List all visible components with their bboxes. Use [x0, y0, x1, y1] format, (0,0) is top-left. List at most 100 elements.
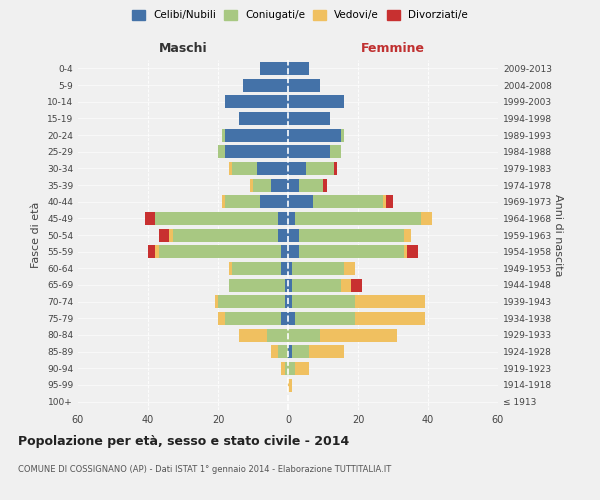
- Bar: [155, 212, 277, 225]
- Bar: [334, 162, 337, 175]
- Bar: [229, 162, 232, 175]
- Bar: [281, 245, 288, 258]
- Bar: [225, 128, 288, 141]
- Bar: [225, 195, 260, 208]
- Bar: [218, 295, 284, 308]
- Bar: [386, 195, 393, 208]
- Bar: [284, 362, 288, 375]
- Bar: [225, 95, 288, 108]
- Text: Maschi: Maschi: [158, 42, 208, 55]
- Bar: [271, 345, 277, 358]
- Bar: [320, 328, 397, 342]
- Bar: [260, 62, 288, 75]
- Bar: [277, 345, 288, 358]
- Bar: [148, 245, 155, 258]
- Bar: [288, 362, 295, 375]
- Bar: [292, 278, 341, 291]
- Bar: [281, 312, 288, 325]
- Bar: [288, 345, 292, 358]
- Bar: [215, 295, 218, 308]
- Bar: [288, 328, 320, 342]
- Legend: Celibi/Nubili, Coniugati/e, Vedovi/e, Divorziati/e: Celibi/Nubili, Coniugati/e, Vedovi/e, Di…: [132, 10, 468, 20]
- Y-axis label: Anni di nascita: Anni di nascita: [553, 194, 563, 276]
- Bar: [295, 362, 309, 375]
- Bar: [239, 112, 288, 125]
- Text: COMUNE DI COSSIGNANO (AP) - Dati ISTAT 1° gennaio 2014 - Elaborazione TUTTITALIA: COMUNE DI COSSIGNANO (AP) - Dati ISTAT 1…: [18, 465, 391, 474]
- Bar: [355, 312, 425, 325]
- Bar: [292, 295, 355, 308]
- Bar: [288, 95, 344, 108]
- Bar: [158, 245, 281, 258]
- Bar: [288, 62, 309, 75]
- Bar: [155, 245, 158, 258]
- Bar: [253, 178, 271, 192]
- Bar: [288, 162, 305, 175]
- Bar: [277, 228, 288, 241]
- Bar: [284, 278, 288, 291]
- Bar: [288, 262, 292, 275]
- Bar: [281, 262, 288, 275]
- Bar: [288, 245, 299, 258]
- Bar: [309, 345, 344, 358]
- Bar: [242, 78, 288, 92]
- Bar: [288, 145, 330, 158]
- Bar: [341, 128, 344, 141]
- Bar: [404, 245, 407, 258]
- Text: Popolazione per età, sesso e stato civile - 2014: Popolazione per età, sesso e stato civil…: [18, 435, 349, 448]
- Bar: [288, 295, 292, 308]
- Bar: [267, 328, 288, 342]
- Bar: [260, 195, 288, 208]
- Bar: [323, 178, 326, 192]
- Bar: [225, 312, 281, 325]
- Bar: [299, 245, 404, 258]
- Bar: [145, 212, 155, 225]
- Bar: [288, 195, 313, 208]
- Bar: [277, 212, 288, 225]
- Bar: [229, 262, 232, 275]
- Bar: [407, 245, 418, 258]
- Bar: [169, 228, 173, 241]
- Bar: [292, 345, 309, 358]
- Bar: [305, 162, 334, 175]
- Bar: [341, 278, 351, 291]
- Bar: [330, 145, 341, 158]
- Bar: [257, 162, 288, 175]
- Bar: [221, 128, 225, 141]
- Bar: [218, 312, 225, 325]
- Bar: [404, 228, 410, 241]
- Bar: [232, 162, 257, 175]
- Bar: [158, 228, 169, 241]
- Bar: [288, 312, 295, 325]
- Bar: [218, 145, 225, 158]
- Bar: [271, 178, 288, 192]
- Bar: [239, 328, 267, 342]
- Text: Femmine: Femmine: [361, 42, 425, 55]
- Bar: [284, 295, 288, 308]
- Bar: [421, 212, 431, 225]
- Bar: [295, 212, 421, 225]
- Bar: [313, 195, 383, 208]
- Bar: [229, 278, 284, 291]
- Bar: [299, 178, 323, 192]
- Bar: [288, 378, 292, 392]
- Bar: [299, 228, 404, 241]
- Bar: [288, 212, 295, 225]
- Bar: [221, 195, 225, 208]
- Bar: [355, 295, 425, 308]
- Bar: [288, 78, 320, 92]
- Bar: [292, 262, 344, 275]
- Bar: [173, 228, 277, 241]
- Bar: [288, 112, 330, 125]
- Bar: [344, 262, 355, 275]
- Bar: [232, 262, 281, 275]
- Bar: [250, 178, 253, 192]
- Bar: [225, 145, 288, 158]
- Bar: [383, 195, 386, 208]
- Bar: [281, 362, 284, 375]
- Bar: [295, 312, 355, 325]
- Bar: [288, 178, 299, 192]
- Bar: [288, 128, 341, 141]
- Bar: [288, 278, 292, 291]
- Y-axis label: Fasce di età: Fasce di età: [31, 202, 41, 268]
- Bar: [351, 278, 361, 291]
